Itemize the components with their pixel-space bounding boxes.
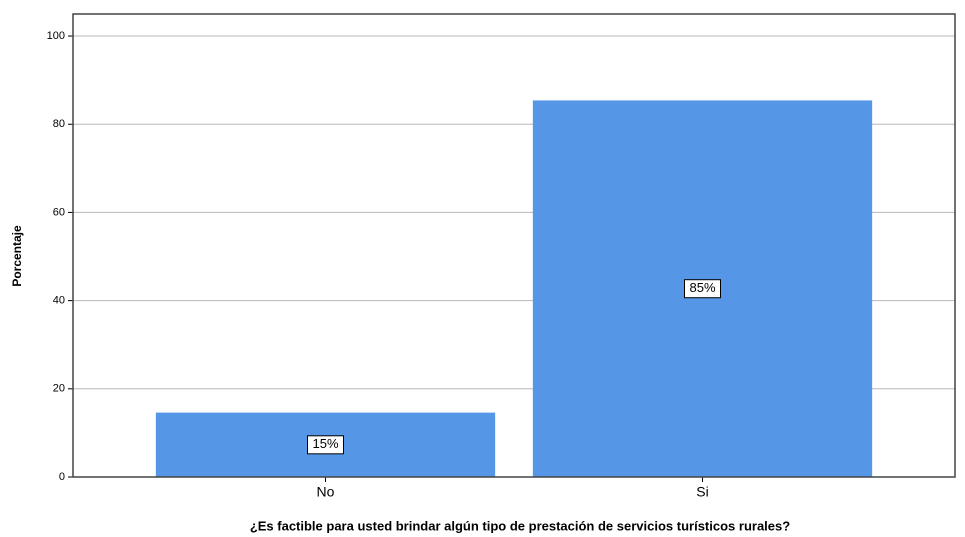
y-tick-label: 20 [53, 383, 65, 395]
y-tick-label: 100 [47, 30, 65, 42]
y-tick-label: 60 [53, 206, 65, 218]
y-tick-label: 40 [53, 295, 65, 307]
y-axis-title: Porcentaje [10, 225, 24, 287]
value-label: 85% [689, 280, 715, 295]
y-tick-label: 0 [59, 471, 65, 483]
x-tick-label: No [317, 484, 335, 500]
value-label-box [307, 435, 344, 455]
x-tick-label: Si [696, 484, 708, 500]
value-label-box [684, 279, 721, 299]
y-tick-label: 80 [53, 118, 65, 130]
x-axis-title: ¿Es factible para usted brindar algún ti… [250, 518, 790, 533]
plot-frame [72, 13, 956, 478]
value-label: 15% [312, 436, 338, 451]
